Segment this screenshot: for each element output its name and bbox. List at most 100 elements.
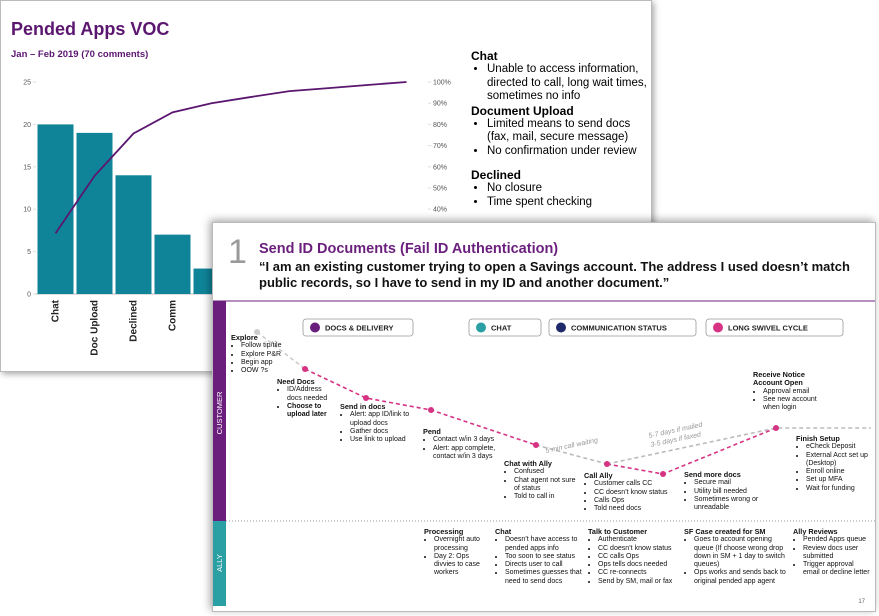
step-item: Directs user to call: [505, 561, 587, 569]
step-item: Explore P&R: [241, 351, 289, 359]
step-title: Pend: [423, 427, 441, 436]
quote: “I am an existing customer trying to ope…: [259, 259, 850, 290]
step-list: Customer calls CCCC doesn’t know statusC…: [584, 480, 676, 513]
step-item: Alert: app ID/link to upload docs: [350, 411, 410, 428]
step-item: Customer calls CC: [594, 480, 676, 488]
step-item: See new account when login: [763, 396, 833, 413]
step-title: Explore: [231, 333, 258, 342]
step-list: Approval emailSee new account when login: [753, 388, 833, 413]
step-item: CC calls Ops: [598, 553, 682, 561]
page-number: 17: [858, 599, 865, 605]
step-title: Receive Notice Account Open: [753, 370, 805, 388]
journey-step: Ally ReviewsPended Apps queueReview docs…: [793, 527, 871, 578]
dot: [660, 471, 666, 477]
step-item: External Acct set up (Desktop): [806, 452, 868, 469]
legend-pill: [302, 318, 414, 337]
step-title: Finish Setup: [796, 434, 840, 443]
note-heading: Chat: [471, 49, 498, 63]
step-item: OOW ?s: [241, 367, 289, 375]
step-item: Choose to upload later: [287, 403, 335, 420]
step-title: Send more docs: [684, 470, 741, 479]
step-item: CC doesn’t know status: [594, 489, 676, 497]
step-list: Pended Apps queueReview docs user submit…: [793, 536, 871, 577]
legend-pill: [548, 318, 697, 337]
step-item: Begin app: [241, 359, 289, 367]
dot: [428, 407, 434, 413]
cumulative-line: [54, 81, 407, 234]
step-list: Doesn’t have access to pended apps infoT…: [495, 536, 587, 586]
step-list: ID/Address docs neededChoose to upload l…: [277, 386, 335, 419]
step-item: Told need docs: [594, 505, 676, 513]
legend-label: COMMUNICATION STATUS: [571, 324, 667, 333]
dot: [363, 395, 369, 401]
step-title: Chat with Ally: [504, 459, 552, 468]
step-item: Contact w/in 3 days: [433, 436, 503, 444]
step-item: CC re-connects: [598, 569, 682, 577]
step-item: Send by SM, mail or fax: [598, 578, 682, 586]
bar: [37, 124, 74, 295]
legend-dot: [713, 322, 723, 333]
legend-dot: [476, 322, 486, 333]
dot: [533, 442, 539, 448]
journey-step: Need DocsID/Address docs neededChoose to…: [277, 377, 335, 419]
step-title: SF Case created for SM: [684, 527, 766, 536]
slide-subtitle: Jan – Feb 2019 (70 comments): [11, 49, 149, 60]
step-item: Chat agent not sure of status: [514, 477, 576, 494]
legend-pill: [705, 318, 844, 337]
step-item: Review docs user submitted: [803, 545, 871, 562]
note-heading: Document Upload: [471, 103, 574, 118]
journey-step: Talk to CustomerAuthenticateCC doesn’t k…: [588, 527, 682, 586]
note-item: Time spent checking: [487, 196, 649, 210]
journey-map: CUSTOMER ALLY 5 min call waiting 5-7 day…: [213, 300, 875, 606]
step-item: Enroll online: [806, 468, 868, 476]
y2-tick-label: 90%: [433, 101, 447, 108]
bar: [154, 234, 191, 294]
step-title: Chat: [495, 527, 512, 536]
note-item: Unable to access information, directed t…: [487, 63, 649, 104]
path-segment: [304, 368, 537, 446]
x-tick-label: Comm: [168, 300, 179, 331]
note-heading: Declined: [471, 168, 522, 182]
step-item: Calls Ops: [594, 497, 676, 505]
front-slide: 1 Send ID Documents (Fail ID Authenticat…: [212, 222, 876, 612]
step-title: Talk to Customer: [588, 527, 648, 536]
step-item: Wait for funding: [806, 485, 868, 493]
step-list: Alert: app ID/link to upload docsGather …: [340, 411, 410, 444]
step-list: ConfusedChat agent not sure of statusTol…: [504, 468, 576, 501]
step-title: Call Ally: [584, 471, 613, 480]
legend-label: CHAT: [491, 324, 512, 333]
legend-dot: [310, 322, 320, 333]
y2-tick-label: 60%: [433, 164, 447, 171]
note-item: No closure: [487, 182, 649, 196]
lane-label: CUSTOMER: [215, 391, 224, 434]
y-tick-label: 5: [27, 249, 31, 256]
y2-tick-label: 100%: [433, 80, 451, 87]
step-item: Day 2: Ops divvies to case workers: [434, 553, 492, 578]
note-list: Limited means to send docs (fax, mail, s…: [471, 118, 649, 159]
journey-step: PendContact w/in 3 daysAlert: app comple…: [423, 427, 503, 462]
step-item: Use link to upload: [350, 436, 410, 444]
legend-label: LONG SWIVEL CYCLE: [728, 324, 808, 333]
journey-step: Receive Notice Account OpenApproval emai…: [753, 370, 833, 413]
y-tick-label: 10: [23, 207, 31, 214]
note-item: Limited means to send docs (fax, mail, s…: [487, 118, 649, 145]
step-list: Follow tip/tileExplore P&RBegin appOOW ?…: [231, 342, 289, 375]
journey-step: ChatDoesn’t have access to pended apps i…: [495, 527, 587, 586]
step-item: CC doesn’t know status: [598, 545, 682, 553]
step-item: Follow tip/tile: [241, 342, 289, 350]
y-tick-label: 15: [23, 164, 31, 171]
step-list: Goes to account opening queue (If choose…: [684, 536, 788, 586]
y-tick-label: 25: [23, 80, 31, 87]
bar: [115, 175, 152, 294]
legend-dot: [556, 322, 566, 333]
step-title: Send in docs: [340, 402, 386, 411]
step-item: Approval email: [763, 388, 833, 396]
step-item: Sometimes wrong or unreadable: [694, 496, 776, 513]
legend-label: DOCS & DELIVERY: [325, 324, 393, 333]
step-title: Ally Reviews: [793, 527, 838, 536]
legend-pill: [468, 318, 542, 337]
step-item: Secure mail: [694, 479, 776, 487]
bar: [76, 132, 113, 294]
step-item: Alert: app complete, contact w/in 3 days: [433, 445, 503, 462]
